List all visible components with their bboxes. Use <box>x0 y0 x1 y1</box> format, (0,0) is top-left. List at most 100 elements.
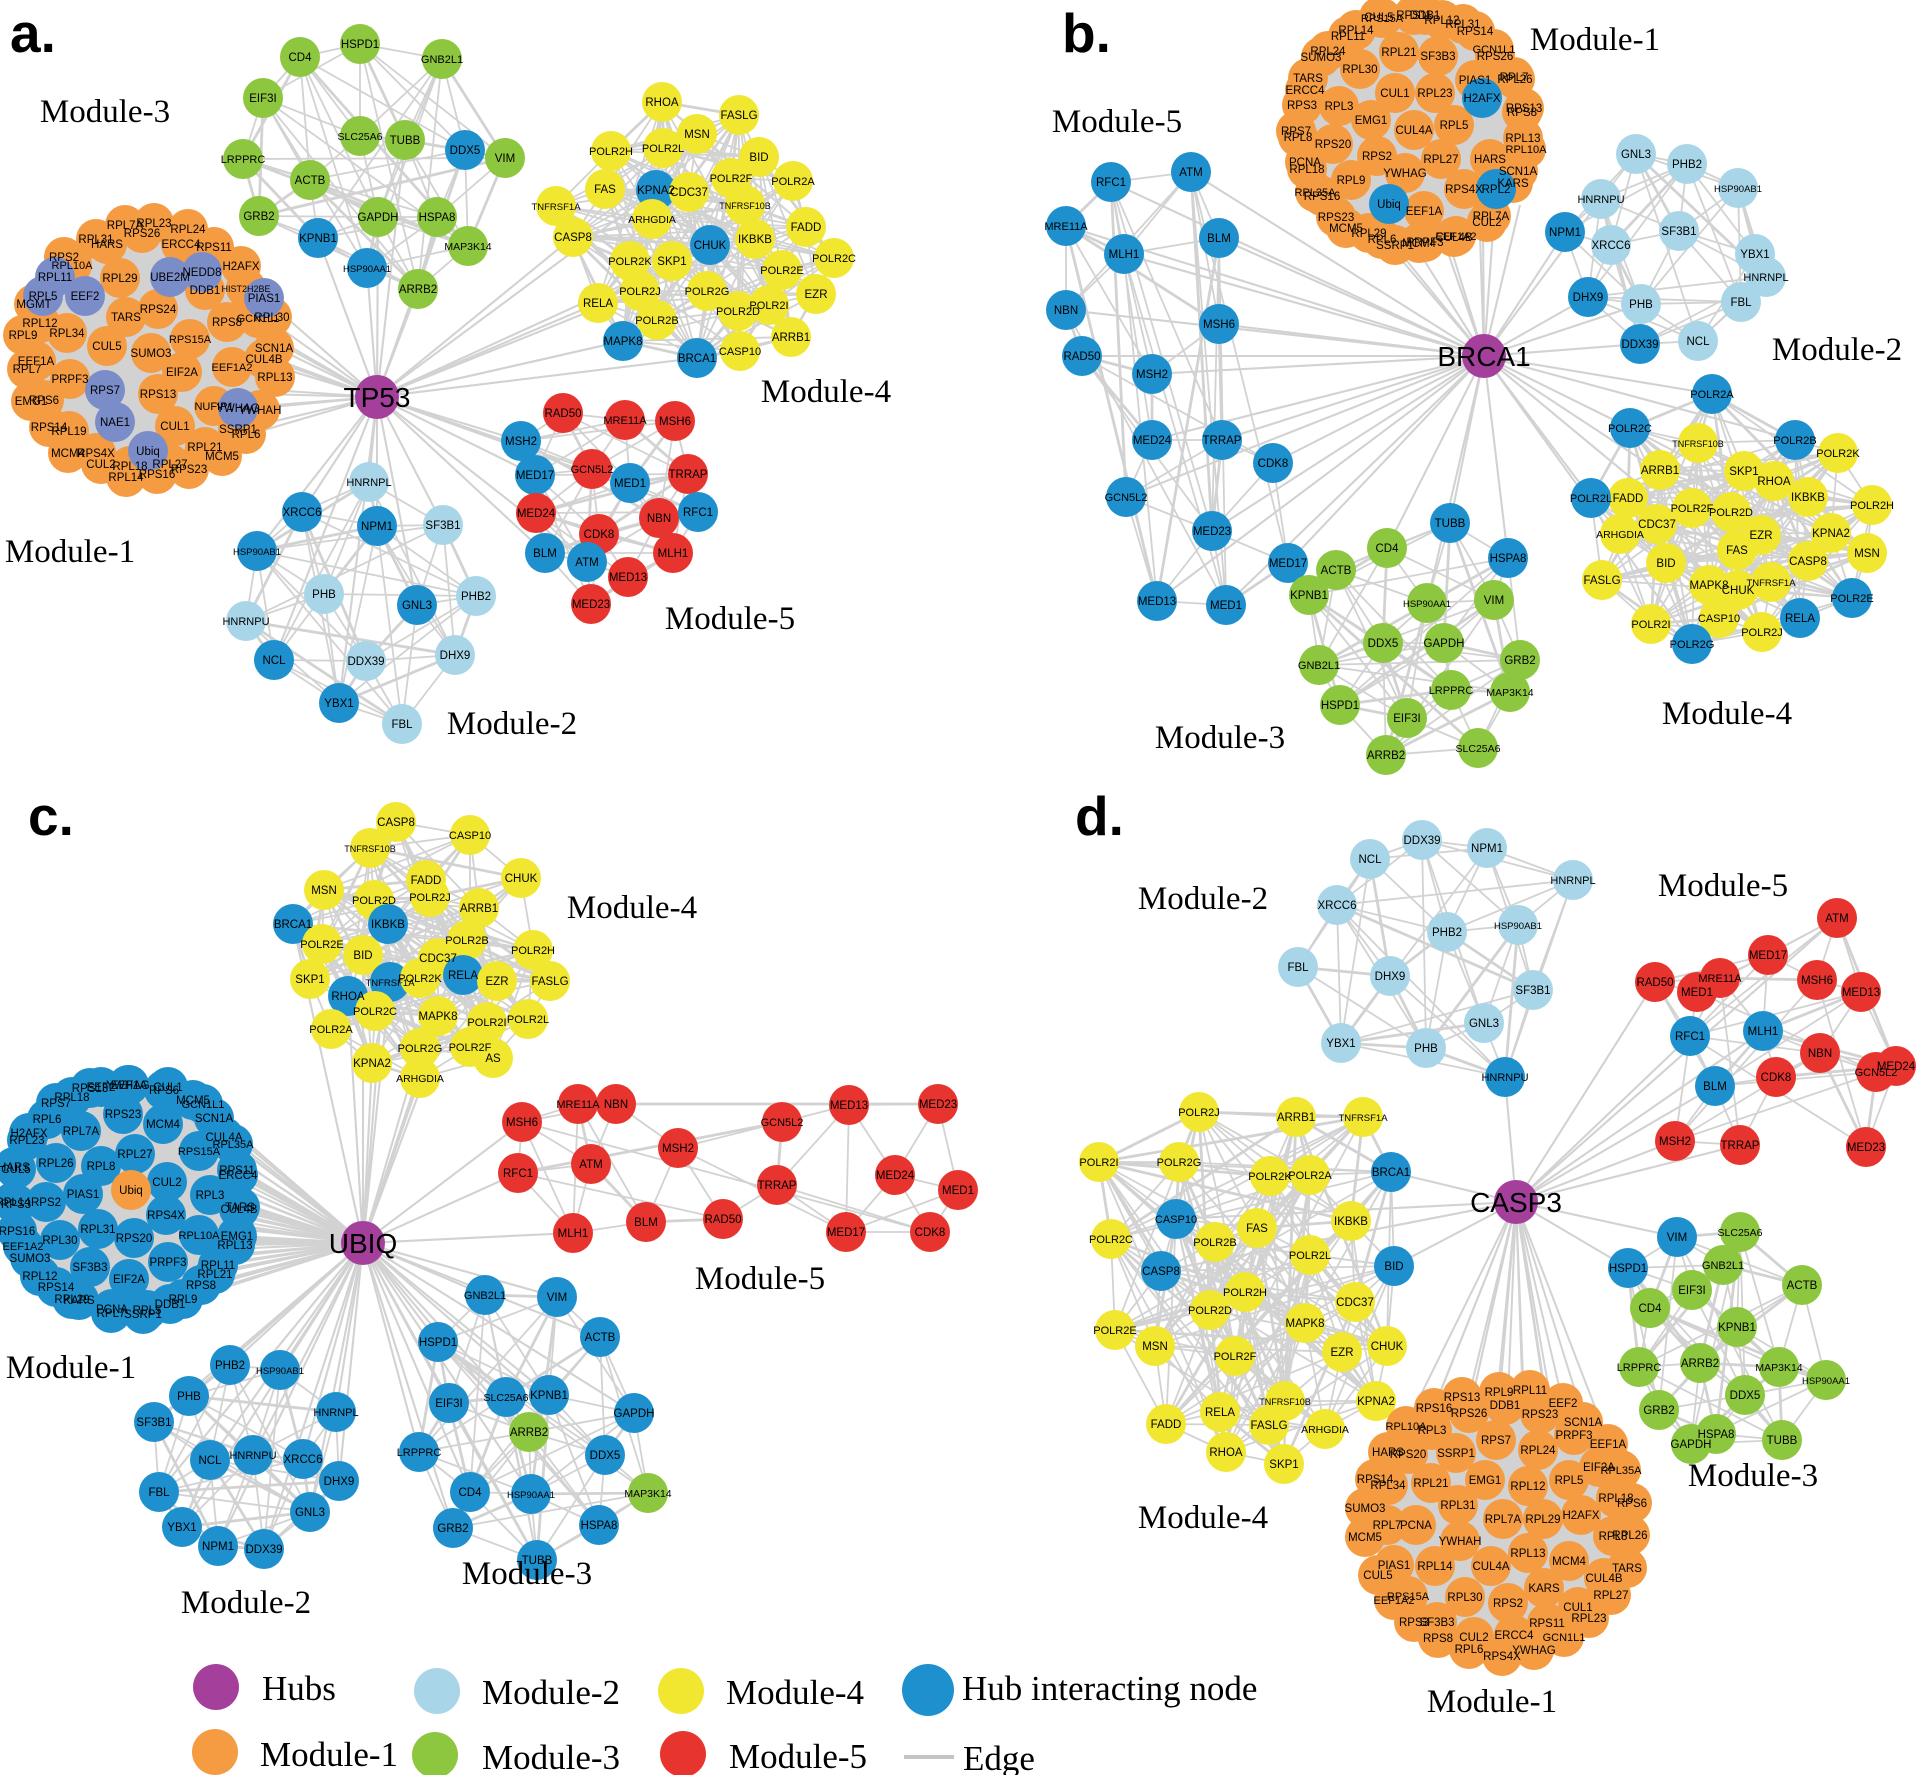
svg-text:MLH1: MLH1 <box>1109 249 1140 261</box>
svg-text:RPL23: RPL23 <box>1417 88 1452 100</box>
svg-text:TRRAP: TRRAP <box>1721 1140 1760 1152</box>
svg-text:CUL2: CUL2 <box>1472 217 1501 229</box>
svg-text:RPL14: RPL14 <box>0 1197 31 1209</box>
svg-text:RPS11: RPS11 <box>219 1165 255 1177</box>
svg-text:POLR2B: POLR2B <box>1193 1237 1236 1249</box>
svg-text:EZR: EZR <box>1331 1347 1354 1359</box>
svg-text:POLR2H: POLR2H <box>511 945 555 957</box>
svg-text:EZR: EZR <box>805 289 828 301</box>
svg-text:NCL: NCL <box>1686 336 1710 348</box>
svg-text:RPL27: RPL27 <box>117 1149 152 1161</box>
svg-text:ACTB: ACTB <box>1787 1280 1818 1292</box>
svg-text:Module-3: Module-3 <box>1155 720 1285 756</box>
svg-text:SF3B1: SF3B1 <box>1515 985 1550 997</box>
svg-text:Module-2: Module-2 <box>482 1673 620 1712</box>
svg-text:SKP1: SKP1 <box>295 974 324 986</box>
svg-text:RPS15A: RPS15A <box>169 334 212 346</box>
svg-text:EEF2: EEF2 <box>71 291 100 303</box>
svg-text:DDB1: DDB1 <box>1410 10 1441 22</box>
svg-text:CUL2: CUL2 <box>152 1177 181 1189</box>
svg-text:RPS16: RPS16 <box>1416 1403 1452 1415</box>
svg-text:HSPD1: HSPD1 <box>341 39 379 51</box>
svg-text:SF3B1: SF3B1 <box>136 1417 171 1429</box>
svg-text:RPL26: RPL26 <box>38 1158 73 1170</box>
svg-text:RPL6: RPL6 <box>232 429 261 441</box>
svg-text:EEF1A: EEF1A <box>1590 1439 1627 1451</box>
svg-text:RPL11: RPL11 <box>201 1260 235 1272</box>
svg-text:RPS4X: RPS4X <box>77 448 115 460</box>
svg-text:SUMO3: SUMO3 <box>1301 52 1342 64</box>
svg-text:a.: a. <box>10 2 56 64</box>
svg-text:POLR2G: POLR2G <box>1670 639 1715 651</box>
svg-text:MSH6: MSH6 <box>506 1117 538 1129</box>
svg-text:RPL11: RPL11 <box>1331 31 1365 43</box>
svg-text:POLR2A: POLR2A <box>771 176 815 188</box>
svg-text:PCNA: PCNA <box>1289 157 1321 169</box>
svg-text:PHB: PHB <box>177 1391 201 1403</box>
svg-text:RAD50: RAD50 <box>704 1214 741 1226</box>
svg-text:MSH2: MSH2 <box>1659 1136 1691 1148</box>
svg-text:TRRAP: TRRAP <box>1203 435 1242 447</box>
svg-text:MSN: MSN <box>684 129 710 141</box>
svg-text:ARRB1: ARRB1 <box>460 903 498 915</box>
svg-text:RPL14: RPL14 <box>1417 1561 1453 1573</box>
svg-text:Module-4: Module-4 <box>567 890 697 926</box>
svg-text:KPNA2: KPNA2 <box>1357 1396 1395 1408</box>
svg-text:HSP90AA1: HSP90AA1 <box>1802 1376 1850 1387</box>
svg-text:CUL1: CUL1 <box>153 1082 182 1094</box>
svg-text:RPS11: RPS11 <box>1396 10 1432 22</box>
svg-text:CD4: CD4 <box>458 1487 482 1499</box>
svg-text:TNFRSF1A: TNFRSF1A <box>365 978 415 989</box>
svg-text:RPL26: RPL26 <box>1497 74 1532 86</box>
svg-text:POLR2I: POLR2I <box>1631 619 1670 631</box>
svg-text:NBN: NBN <box>1054 305 1078 317</box>
svg-text:RPS7: RPS7 <box>1281 126 1311 138</box>
svg-text:BLM: BLM <box>1207 233 1231 245</box>
svg-text:POLR2I: POLR2I <box>749 300 788 312</box>
svg-text:UBIQ: UBIQ <box>329 1228 397 1259</box>
svg-text:RPS3: RPS3 <box>1287 100 1317 112</box>
svg-text:XRCC6: XRCC6 <box>284 1454 323 1466</box>
svg-text:DDB1: DDB1 <box>155 1299 186 1311</box>
svg-text:RFC1: RFC1 <box>683 507 713 519</box>
svg-text:MCM5: MCM5 <box>1329 223 1363 235</box>
svg-text:RPS26: RPS26 <box>124 228 160 240</box>
svg-text:RPS7: RPS7 <box>90 385 120 397</box>
svg-text:CUL5: CUL5 <box>1363 1570 1392 1582</box>
svg-text:KPNA2: KPNA2 <box>1812 528 1850 540</box>
svg-text:NCL: NCL <box>198 1455 222 1467</box>
svg-text:TNFRSF1A: TNFRSF1A <box>531 202 581 213</box>
svg-text:HSPD1: HSPD1 <box>1321 700 1359 712</box>
svg-text:MED13: MED13 <box>1842 987 1880 999</box>
svg-text:RPS13: RPS13 <box>72 1083 108 1095</box>
svg-text:POLR2F: POLR2F <box>1214 1351 1257 1363</box>
svg-text:GCN1L1: GCN1L1 <box>237 313 280 325</box>
svg-text:HARS: HARS <box>91 239 123 251</box>
svg-text:POLR2D: POLR2D <box>1188 1305 1232 1317</box>
svg-text:CDK8: CDK8 <box>915 1227 946 1239</box>
svg-text:POLR2I: POLR2I <box>1079 1157 1118 1169</box>
svg-text:MED24: MED24 <box>517 508 556 520</box>
svg-text:RELA: RELA <box>448 970 478 982</box>
svg-text:TUBB: TUBB <box>522 1555 553 1567</box>
svg-text:GCN5L2: GCN5L2 <box>571 464 614 476</box>
svg-text:RPS20: RPS20 <box>1390 1449 1426 1461</box>
svg-text:RPL24: RPL24 <box>1310 46 1346 58</box>
svg-text:CASP10: CASP10 <box>449 830 491 842</box>
svg-text:POLR2L: POLR2L <box>507 1014 549 1026</box>
svg-text:GNL3: GNL3 <box>295 1507 325 1519</box>
svg-text:RPS23: RPS23 <box>1522 1409 1558 1421</box>
svg-text:POLR2H: POLR2H <box>589 146 633 158</box>
svg-text:HNRNPL: HNRNPL <box>346 477 391 489</box>
svg-text:CASP8: CASP8 <box>377 817 415 829</box>
svg-text:RPL23: RPL23 <box>9 1135 44 1147</box>
svg-text:IKBKB: IKBKB <box>1791 492 1825 504</box>
svg-text:ATM: ATM <box>579 1159 602 1171</box>
svg-text:YWHAG: YWHAG <box>216 403 260 415</box>
svg-text:Edge: Edge <box>963 1739 1035 1775</box>
svg-text:MAPK8: MAPK8 <box>1690 580 1729 592</box>
svg-text:ARRB1: ARRB1 <box>1641 465 1679 477</box>
svg-text:TARS: TARS <box>225 1202 255 1214</box>
svg-text:NPM1: NPM1 <box>202 1541 234 1553</box>
svg-text:ARHGDIA: ARHGDIA <box>1301 1424 1349 1436</box>
